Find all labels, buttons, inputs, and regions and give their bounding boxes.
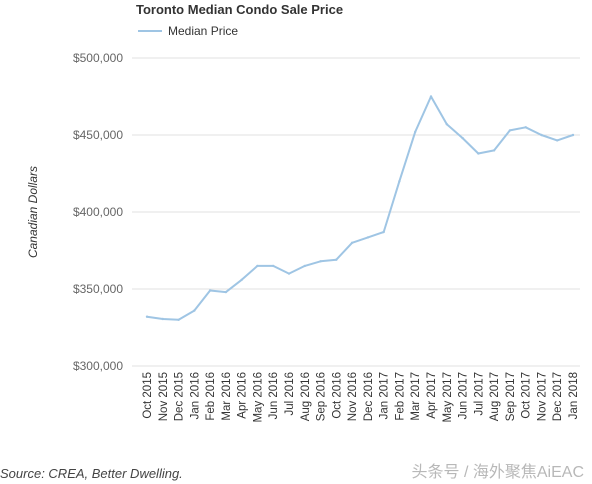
x-tick-label: Jul 2017: [473, 372, 485, 415]
legend-label: Median Price: [168, 24, 238, 38]
y-tick-label: $450,000: [73, 128, 123, 142]
watermark: 头条号 / 海外聚焦AiEAC: [411, 464, 584, 481]
data-point: [145, 315, 149, 318]
data-point: [335, 258, 338, 261]
y-tick-label: $300,000: [73, 359, 123, 373]
y-tick-label: $500,000: [73, 51, 123, 65]
x-tick-label: May 2017: [442, 372, 454, 423]
x-tick-label: May 2016: [252, 372, 264, 423]
x-tick-label: Apr 2017: [426, 372, 438, 419]
x-tick-label: Nov 2015: [158, 372, 170, 421]
data-point: [287, 272, 291, 275]
data-point: [445, 123, 448, 126]
data-point: [256, 264, 259, 268]
x-tick-label: Oct 2015: [142, 372, 154, 419]
x-tick-label: Jan 2017: [379, 372, 391, 419]
x-tick-label: Nov 2017: [536, 372, 548, 421]
data-point: [571, 133, 575, 137]
x-tick-label: Oct 2016: [331, 372, 343, 419]
x-tick-label: Nov 2016: [347, 372, 359, 421]
data-point: [177, 318, 180, 321]
data-point: [461, 136, 464, 140]
x-tick-label: Aug 2016: [300, 372, 312, 421]
x-axis-ticks: Oct 2015 Nov 2015 Dec 2015 Jan 2016 Feb 2016…: [142, 372, 580, 423]
data-point: [382, 230, 385, 234]
line-chart: Toronto Median Condo Sale Price Median P…: [26, 2, 580, 423]
data-point: [224, 290, 228, 294]
x-tick-label: Dec 2015: [174, 372, 186, 421]
gridlines: [132, 57, 580, 367]
data-point: [414, 130, 417, 134]
data-point: [477, 152, 480, 155]
legend: Median Price: [138, 24, 238, 38]
data-point: [429, 95, 433, 98]
data-point: [193, 309, 196, 312]
source-note: Source: CREA, Better Dwelling.: [0, 466, 183, 481]
x-tick-label: Apr 2016: [237, 372, 249, 419]
data-point: [492, 149, 496, 152]
series-line: [146, 95, 574, 321]
x-tick-label: Sep 2016: [316, 372, 328, 421]
series-median-price: [145, 95, 575, 321]
data-point: [540, 133, 543, 137]
data-point: [366, 236, 370, 239]
chart-title: Toronto Median Condo Sale Price: [136, 2, 343, 17]
data-point: [272, 264, 275, 268]
x-tick-label: Jun 2017: [458, 372, 470, 419]
data-point: [398, 180, 401, 183]
y-axis-label: Canadian Dollars: [26, 166, 40, 258]
x-tick-label: Sep 2017: [505, 372, 517, 421]
x-tick-label: Aug 2017: [489, 372, 501, 421]
data-point: [319, 260, 322, 263]
x-tick-label: Feb 2016: [205, 372, 217, 421]
data-point: [350, 241, 354, 244]
x-tick-label: Mar 2017: [410, 372, 422, 421]
y-tick-label: $400,000: [73, 205, 123, 219]
data-point: [240, 278, 243, 281]
x-tick-label: Mar 2016: [221, 372, 233, 421]
y-axis-ticks: $300,000 $350,000 $400,000 $450,000 $500,000: [73, 51, 123, 373]
data-point: [161, 317, 164, 321]
x-tick-label: Dec 2017: [552, 372, 564, 421]
data-point: [524, 126, 527, 129]
x-tick-label: Dec 2016: [363, 372, 375, 421]
x-tick-label: Oct 2017: [521, 372, 533, 419]
x-tick-label: Jan 2016: [189, 372, 201, 419]
y-tick-label: $350,000: [73, 282, 123, 296]
x-tick-label: Jun 2016: [268, 372, 280, 419]
x-tick-label: Jul 2016: [284, 372, 296, 415]
data-point: [508, 129, 512, 132]
data-point: [303, 264, 306, 268]
data-point: [556, 139, 559, 142]
x-tick-label: Feb 2017: [394, 372, 406, 421]
x-tick-label: Jan 2018: [568, 372, 580, 419]
data-point: [208, 289, 212, 292]
